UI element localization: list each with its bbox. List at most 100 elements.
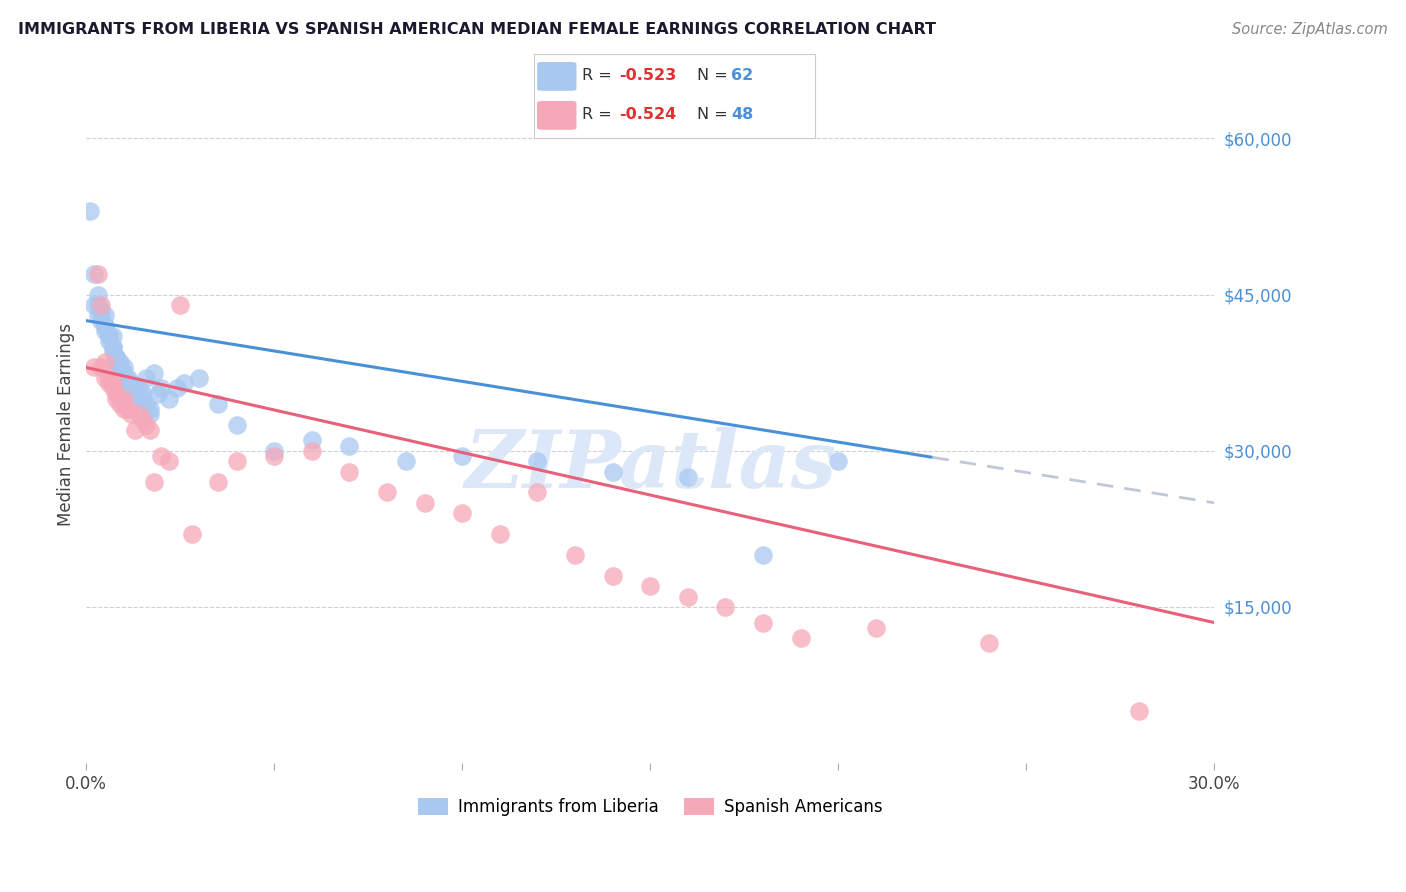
Point [339, 439, 361, 453]
Point [117, 402, 139, 417]
Text: N =: N = [697, 68, 734, 83]
Point [638, 579, 661, 593]
Point [150, 449, 173, 463]
Point [90, 313, 112, 327]
Point [789, 631, 811, 645]
Point [135, 417, 157, 432]
Point [1128, 704, 1150, 718]
Point [124, 386, 146, 401]
Point [526, 454, 548, 468]
Point [207, 397, 229, 411]
Point [94, 318, 117, 333]
Point [105, 355, 128, 369]
Point [101, 344, 124, 359]
Point [263, 443, 285, 458]
Point [169, 298, 191, 312]
Point [752, 615, 775, 630]
Point [83, 360, 105, 375]
Point [602, 568, 624, 582]
Point [131, 412, 153, 426]
Point [135, 371, 157, 385]
Point [112, 402, 135, 417]
Point [86, 287, 108, 301]
Point [139, 402, 162, 417]
Point [714, 599, 737, 614]
Point [97, 334, 120, 349]
Point [101, 329, 124, 343]
Point [180, 527, 202, 541]
Point [263, 449, 285, 463]
Point [112, 392, 135, 406]
Text: Source: ZipAtlas.com: Source: ZipAtlas.com [1232, 22, 1388, 37]
Point [827, 454, 849, 468]
Text: ZIPatlas: ZIPatlas [464, 426, 837, 504]
Point [101, 340, 124, 354]
Point [105, 350, 128, 364]
Point [157, 454, 180, 468]
Point [97, 371, 120, 385]
Point [676, 590, 699, 604]
Point [105, 386, 128, 401]
Point [94, 371, 117, 385]
Point [139, 407, 162, 421]
Point [139, 423, 162, 437]
Point [83, 267, 105, 281]
Point [977, 636, 1000, 650]
Point [339, 465, 361, 479]
Text: R =: R = [582, 68, 617, 83]
Point [207, 475, 229, 489]
Point [86, 309, 108, 323]
Point [143, 475, 166, 489]
Point [112, 371, 135, 385]
FancyBboxPatch shape [537, 62, 576, 91]
Point [489, 527, 512, 541]
Point [86, 298, 108, 312]
Point [117, 376, 139, 390]
Point [108, 355, 131, 369]
Point [101, 381, 124, 395]
Point [90, 360, 112, 375]
Text: 48: 48 [731, 107, 754, 122]
Text: -0.524: -0.524 [619, 107, 676, 122]
Point [166, 381, 188, 395]
Text: IMMIGRANTS FROM LIBERIA VS SPANISH AMERICAN MEDIAN FEMALE EARNINGS CORRELATION C: IMMIGRANTS FROM LIBERIA VS SPANISH AMERI… [18, 22, 936, 37]
Point [602, 465, 624, 479]
Point [131, 386, 153, 401]
Point [157, 392, 180, 406]
Point [131, 392, 153, 406]
Point [90, 303, 112, 318]
Point [117, 371, 139, 385]
Point [94, 324, 117, 338]
Point [94, 318, 117, 333]
Point [101, 376, 124, 390]
Text: 62: 62 [731, 68, 754, 83]
Text: R =: R = [582, 107, 617, 122]
Point [395, 454, 418, 468]
Point [128, 381, 150, 395]
Point [101, 340, 124, 354]
Point [97, 329, 120, 343]
Point [108, 397, 131, 411]
Point [112, 360, 135, 375]
Point [124, 423, 146, 437]
Point [451, 449, 474, 463]
Point [865, 621, 887, 635]
Point [83, 298, 105, 312]
Point [676, 470, 699, 484]
Point [150, 381, 173, 395]
Point [108, 366, 131, 380]
Point [120, 381, 142, 395]
Point [94, 309, 117, 323]
Point [143, 366, 166, 380]
Point [413, 496, 436, 510]
FancyBboxPatch shape [537, 101, 576, 130]
Point [173, 376, 195, 390]
Point [752, 548, 775, 562]
Point [301, 443, 323, 458]
Text: -0.523: -0.523 [619, 68, 676, 83]
Point [97, 329, 120, 343]
Point [120, 376, 142, 390]
Point [79, 204, 101, 219]
Text: N =: N = [697, 107, 734, 122]
Point [124, 381, 146, 395]
